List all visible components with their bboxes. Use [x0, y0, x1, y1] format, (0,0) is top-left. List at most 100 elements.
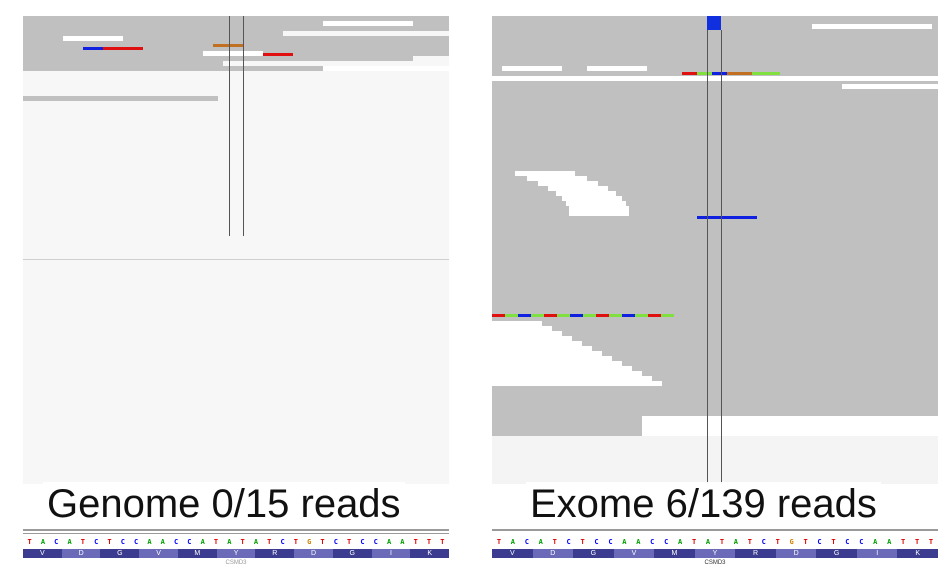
aligned-read [642, 421, 938, 426]
coverage-marker [707, 16, 721, 30]
base-letter: C [94, 538, 99, 546]
aligned-read [492, 181, 938, 186]
aligned-read [566, 201, 626, 206]
aligned-read [23, 61, 223, 66]
amino-acid: M [177, 549, 217, 558]
base-letter: T [691, 538, 697, 546]
mismatch-segment [682, 72, 697, 75]
base-letter: T [803, 538, 808, 546]
base-letter: T [213, 538, 219, 546]
mismatch-segment [596, 314, 609, 317]
base-letter: A [538, 538, 543, 546]
base-letter: C [134, 538, 139, 546]
amino-acid: R [735, 549, 776, 558]
aligned-read [492, 326, 938, 331]
base-letter: A [705, 538, 711, 546]
amino-acid: M [654, 549, 695, 558]
aligned-read [492, 301, 938, 306]
base-letter: T [831, 538, 836, 546]
base-letter: G [789, 538, 794, 546]
aligned-read [492, 171, 938, 176]
aligned-read [63, 36, 123, 41]
aligned-read [492, 56, 938, 61]
base-letter: T [240, 538, 245, 546]
base-letter: A [253, 538, 259, 546]
base-letter: C [566, 538, 571, 546]
aligned-read [492, 321, 938, 326]
aligned-read [492, 386, 938, 391]
base-letter: T [914, 538, 920, 546]
amino-acid: I [856, 549, 898, 558]
position-guide-line [229, 16, 230, 236]
amino-acid: D [294, 549, 333, 558]
amino-acid: G [573, 549, 614, 558]
aligned-read [492, 81, 938, 86]
aligned-read [23, 21, 449, 26]
base-letter: C [333, 538, 338, 546]
aligned-read [492, 31, 938, 36]
aligned-read [492, 156, 938, 161]
base-letter: A [873, 538, 878, 546]
aligned-read [492, 191, 938, 196]
aligned-read [492, 396, 938, 401]
base-letter: A [510, 538, 516, 546]
aligned-read [492, 126, 938, 131]
aligned-read [492, 236, 938, 241]
aligned-read [492, 96, 938, 101]
aligned-read [492, 146, 938, 151]
base-letter: A [147, 538, 152, 546]
aligned-read [492, 316, 938, 321]
aligned-read [492, 366, 632, 371]
aligned-read [492, 266, 938, 271]
amino-acid: G [100, 549, 140, 558]
base-letter: T [27, 538, 32, 546]
amino-acid: R [255, 549, 295, 558]
aligned-read [492, 206, 938, 211]
position-guide-line [707, 30, 708, 484]
base-letter: C [524, 538, 529, 546]
aligned-read [492, 241, 938, 246]
aligned-read [492, 221, 938, 226]
aligned-read [812, 24, 932, 29]
aligned-read [492, 356, 938, 361]
base-letter: T [347, 538, 352, 546]
base-letter: T [426, 538, 432, 546]
base-letter: T [496, 538, 502, 546]
mismatch-segment [609, 314, 622, 317]
base-letter: T [107, 538, 112, 546]
aligned-read [23, 36, 449, 41]
aligned-read [492, 371, 642, 376]
aligned-read [492, 36, 938, 41]
base-letter: A [636, 538, 641, 546]
mismatch-segment [505, 314, 518, 317]
aligned-read [23, 46, 449, 51]
aligned-read [492, 276, 938, 281]
aligned-read [492, 341, 582, 346]
aligned-read [842, 84, 938, 89]
mismatch-segment [697, 216, 757, 219]
base-letter: C [664, 538, 669, 546]
aligned-read [492, 76, 938, 81]
base-letter: C [594, 538, 599, 546]
aligned-read [492, 371, 938, 376]
base-letter: T [775, 538, 780, 546]
base-letter: T [80, 538, 86, 546]
aligned-read [492, 366, 938, 371]
aligned-read [569, 206, 629, 211]
aligned-read [323, 21, 413, 26]
aligned-read [492, 381, 662, 386]
alignment-track[interactable] [492, 16, 938, 484]
aligned-read [642, 416, 938, 421]
amino-acid: K [897, 549, 939, 558]
aligned-read [492, 351, 938, 356]
aligned-read [492, 106, 938, 111]
aligned-read [492, 186, 938, 191]
aligned-read [562, 196, 622, 201]
base-letter: A [622, 538, 627, 546]
aligned-read [492, 141, 938, 146]
alignment-track[interactable] [23, 16, 449, 484]
aligned-read [23, 96, 218, 101]
mismatch-segment [83, 47, 103, 50]
base-letter: C [859, 538, 864, 546]
